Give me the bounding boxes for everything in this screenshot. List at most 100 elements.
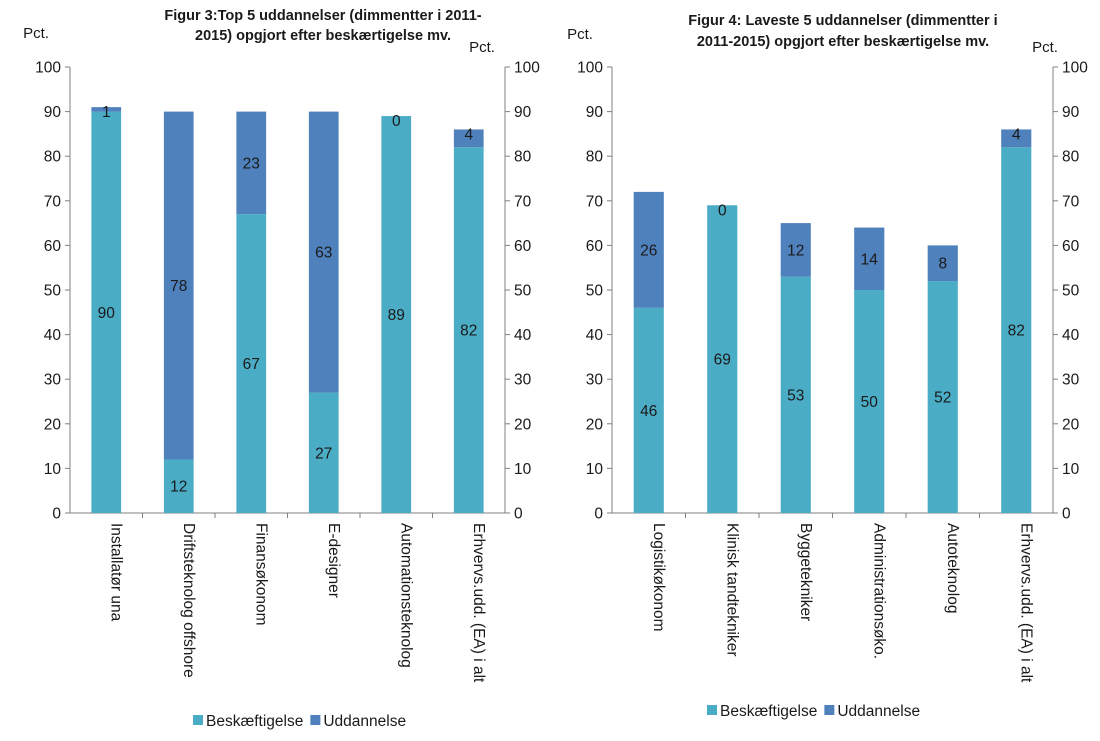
y-tick-label-right: 30	[1062, 372, 1080, 389]
y-tick-label-right: 40	[514, 327, 532, 344]
chart-title: Figur 3:Top 5 uddannelser (dimmentter i …	[164, 8, 481, 24]
y-tick-label-right: 80	[514, 149, 532, 166]
y-tick-label-right: 40	[1062, 327, 1080, 344]
y-axis-unit-left: Pct.	[567, 26, 593, 43]
data-label-education: 23	[243, 155, 260, 172]
y-tick-label-right: 0	[1062, 506, 1071, 523]
x-category-label: Erhvervs.udd. (EA) i alt	[470, 523, 487, 683]
legend-label-education: Uddannelse	[837, 703, 920, 720]
legend-label-education: Uddannelse	[323, 713, 406, 730]
y-tick-label-right: 10	[1062, 461, 1080, 478]
bar-education	[854, 227, 885, 290]
chart-1: Figur 3:Top 5 uddannelser (dimmentter i …	[23, 8, 540, 730]
data-label-employment: 69	[714, 352, 731, 369]
bar-education	[91, 107, 122, 112]
y-tick-label-left: 60	[586, 238, 604, 255]
data-label-employment: 53	[787, 387, 804, 404]
data-label-education: 26	[640, 242, 657, 259]
y-axis-unit-right: Pct.	[1032, 39, 1058, 56]
x-category-label: Erhvervs.udd. (EA) i alt	[1017, 523, 1034, 683]
y-tick-label-right: 70	[514, 193, 532, 210]
bar-employment	[854, 290, 885, 513]
bar-education	[927, 245, 958, 282]
y-tick-label-left: 100	[35, 60, 61, 77]
y-tick-label-left: 50	[44, 283, 62, 300]
data-label-education: 14	[861, 251, 879, 268]
data-label-education: 63	[315, 245, 332, 262]
y-tick-label-left: 90	[44, 104, 62, 121]
bar-education	[163, 111, 194, 460]
y-tick-label-right: 60	[1062, 238, 1080, 255]
x-category-label: Autoteknolog	[944, 523, 961, 614]
x-category-label: Administrationsøko.	[870, 523, 887, 659]
y-tick-label-left: 0	[52, 506, 61, 523]
y-tick-label-left: 60	[44, 238, 62, 255]
bar-employment	[308, 392, 339, 513]
legend-swatch-employment	[193, 715, 203, 725]
y-tick-label-right: 90	[1062, 104, 1080, 121]
y-tick-label-left: 90	[586, 104, 604, 121]
x-category-label: E-designer	[325, 523, 342, 598]
data-label-employment: 50	[861, 394, 879, 411]
data-label-education: 8	[938, 256, 947, 273]
x-category-label: Automationsteknolog	[397, 523, 414, 668]
bar-education	[236, 111, 267, 215]
bar-education	[780, 223, 811, 277]
y-tick-label-right: 80	[1062, 149, 1080, 166]
bar-employment	[707, 205, 738, 513]
y-tick-label-left: 50	[586, 283, 604, 300]
legend-swatch-employment	[707, 705, 717, 715]
data-label-employment: 67	[243, 356, 260, 373]
data-label-education: 4	[1012, 126, 1021, 143]
y-tick-label-right: 30	[514, 372, 532, 389]
data-label-education: 4	[464, 126, 473, 143]
data-label-education: 78	[170, 278, 187, 295]
chart-title: 2011-2015) opgjort efter beskærtigelse m…	[697, 34, 989, 50]
chart-title: Figur 4: Laveste 5 uddannelser (dimmentt…	[688, 13, 997, 29]
y-tick-label-right: 100	[514, 60, 540, 77]
y-tick-label-right: 90	[514, 104, 532, 121]
y-tick-label-right: 60	[514, 238, 532, 255]
y-tick-label-left: 30	[586, 372, 604, 389]
bar-employment	[91, 111, 122, 513]
y-tick-label-right: 20	[1062, 416, 1080, 433]
legend: Beskæftigelse Uddannelse	[707, 703, 920, 720]
y-tick-label-left: 80	[44, 149, 62, 166]
data-label-employment: 82	[1008, 323, 1025, 340]
data-label-employment: 89	[388, 307, 405, 324]
y-tick-label-left: 0	[594, 506, 603, 523]
y-tick-label-right: 100	[1062, 60, 1088, 77]
data-label-employment: 12	[170, 479, 187, 496]
y-tick-label-left: 40	[586, 327, 604, 344]
chart-title: 2015) opgjort efter beskærtigelse mv.	[195, 28, 451, 44]
data-label-education: 1	[102, 104, 111, 121]
data-label-employment: 90	[98, 305, 116, 322]
bar-employment	[163, 459, 194, 513]
y-tick-label-left: 20	[44, 416, 62, 433]
legend: Beskæftigelse Uddannelse	[193, 713, 406, 730]
y-tick-label-right: 70	[1062, 193, 1080, 210]
y-tick-label-left: 10	[44, 461, 62, 478]
legend-swatch-education	[824, 705, 835, 715]
y-tick-label-left: 10	[586, 461, 604, 478]
bar-employment	[236, 214, 267, 513]
y-tick-label-left: 80	[586, 149, 604, 166]
x-category-label: Logistikøkonom	[650, 523, 667, 632]
y-tick-label-left: 30	[44, 372, 62, 389]
bar-employment	[1001, 147, 1032, 513]
y-tick-label-left: 40	[44, 327, 62, 344]
y-tick-label-left: 20	[586, 416, 604, 433]
legend-swatch-education	[310, 715, 321, 725]
legend-label-employment: Beskæftigelse	[720, 703, 817, 720]
data-label-education: 0	[392, 113, 401, 130]
data-label-employment: 52	[934, 390, 951, 407]
data-label-education: 12	[787, 242, 804, 259]
y-tick-label-right: 50	[514, 283, 532, 300]
data-label-employment: 27	[315, 445, 332, 462]
bar-employment	[927, 281, 958, 513]
legend-label-employment: Beskæftigelse	[206, 713, 303, 730]
bar-employment	[381, 116, 412, 513]
y-axis-unit-left: Pct.	[23, 25, 49, 42]
